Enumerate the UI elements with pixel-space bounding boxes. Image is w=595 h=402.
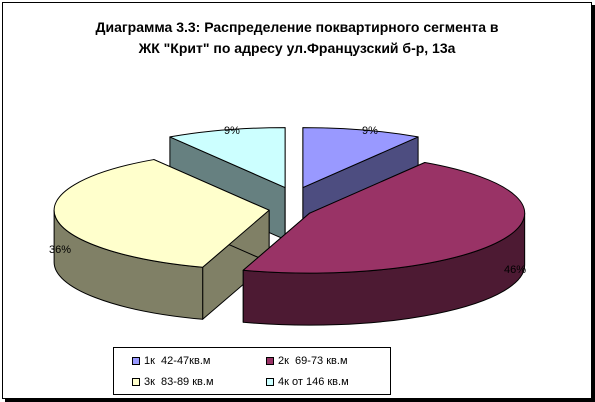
pie-chart-3d: 9% 46% 36% 9%	[49, 125, 526, 326]
legend-label-4: 4к от 146 кв.м	[278, 376, 349, 388]
chart-title-line-1: Диаграмма 3.3: Распределение поквартирно…	[95, 19, 499, 35]
legend-item-3: 3к 83-89 кв.м	[132, 375, 214, 389]
data-label-2: 46%	[504, 264, 526, 276]
chart-legend: 1к 42-47кв.м 2к 69-73 кв.м 3к 83-89 кв.м…	[113, 347, 391, 395]
legend-label-1: 1к 42-47кв.м	[144, 355, 211, 367]
legend-swatch-1	[132, 357, 140, 365]
pie-slice-2	[242, 162, 526, 326]
chart-frame: Диаграмма 3.3: Распределение поквартирно…	[2, 2, 592, 399]
pie-slice-3	[53, 159, 270, 320]
legend-item-4: 4к от 146 кв.м	[266, 375, 349, 389]
legend-label-2: 2к 69-73 кв.м	[278, 355, 348, 367]
pie-slice-1-top	[302, 127, 419, 189]
chart-title-line-2: ЖК "Крит" по адресу ул.Французский б-р, …	[138, 40, 456, 56]
data-label-3: 36%	[49, 244, 71, 256]
chart-title: Диаграмма 3.3: Распределение поквартирно…	[3, 17, 591, 59]
legend-item-2: 2к 69-73 кв.м	[266, 354, 348, 368]
data-label-1: 9%	[362, 125, 378, 137]
data-label-4: 9%	[224, 125, 240, 137]
pie-slice-2-top	[242, 162, 526, 274]
legend-swatch-3	[132, 378, 140, 386]
legend-item-1: 1к 42-47кв.м	[132, 354, 210, 368]
legend-label-3: 3к 83-89 кв.м	[144, 376, 214, 388]
pie-slice-3-top	[53, 159, 270, 268]
pie-slice-4-top	[169, 127, 286, 189]
legend-swatch-4	[266, 378, 274, 386]
legend-swatch-2	[266, 357, 274, 365]
